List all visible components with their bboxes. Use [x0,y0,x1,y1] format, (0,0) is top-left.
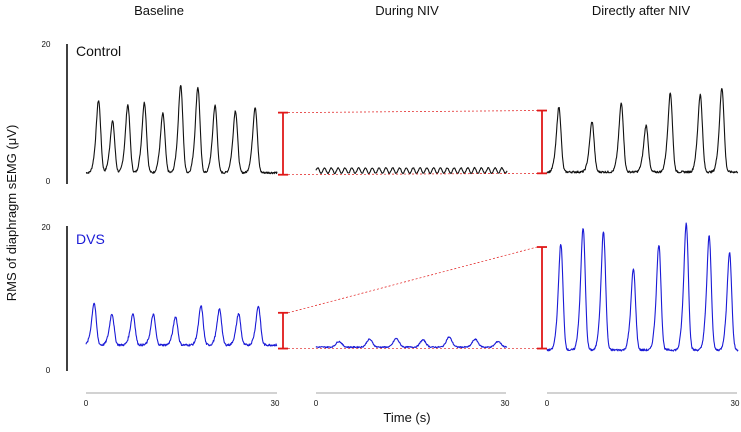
bracket-dvs-after-niv [537,246,547,350]
trace-control-after-niv [546,88,739,174]
y-tick-top-dvs: 20 [42,223,51,232]
x-tick-start-after-niv: 0 [545,399,550,408]
trace-dvs-after-niv [546,222,739,352]
phase-header-baseline: Baseline [134,3,184,18]
connector-dvs-top [287,246,538,314]
y-tick-bottom-control: 0 [46,177,51,186]
trace-dvs-baseline [85,302,278,347]
phase-header-after-niv: Directly after NIV [592,3,691,18]
bracket-dvs-baseline [278,311,288,350]
y-tick-bottom-dvs: 0 [46,366,51,375]
connector-control-bottom [287,172,538,176]
y-axis-label: RMS of diaphragm sEMG (μV) [4,125,19,302]
connector-control-top [287,110,538,113]
bracket-control-baseline [278,111,288,176]
trace-control-baseline [85,85,278,175]
trace-dvs-during-niv [315,336,508,349]
x-tick-end-during-niv: 30 [501,399,510,408]
bracket-control-after-niv [537,109,547,175]
x-tick-start-during-niv: 0 [314,399,319,408]
x-tick-start-baseline: 0 [84,399,89,408]
panel-label-control: Control [76,43,121,59]
y-tick-top-control: 20 [42,40,51,49]
panel-label-dvs: DVS [76,231,105,247]
x-tick-end-baseline: 30 [271,399,280,408]
trace-control-during-niv [315,166,508,175]
x-axis-label: Time (s) [383,410,430,425]
x-tick-end-after-niv: 30 [731,399,740,408]
series-layer [85,85,739,352]
phase-header-during-niv: During NIV [375,3,439,18]
